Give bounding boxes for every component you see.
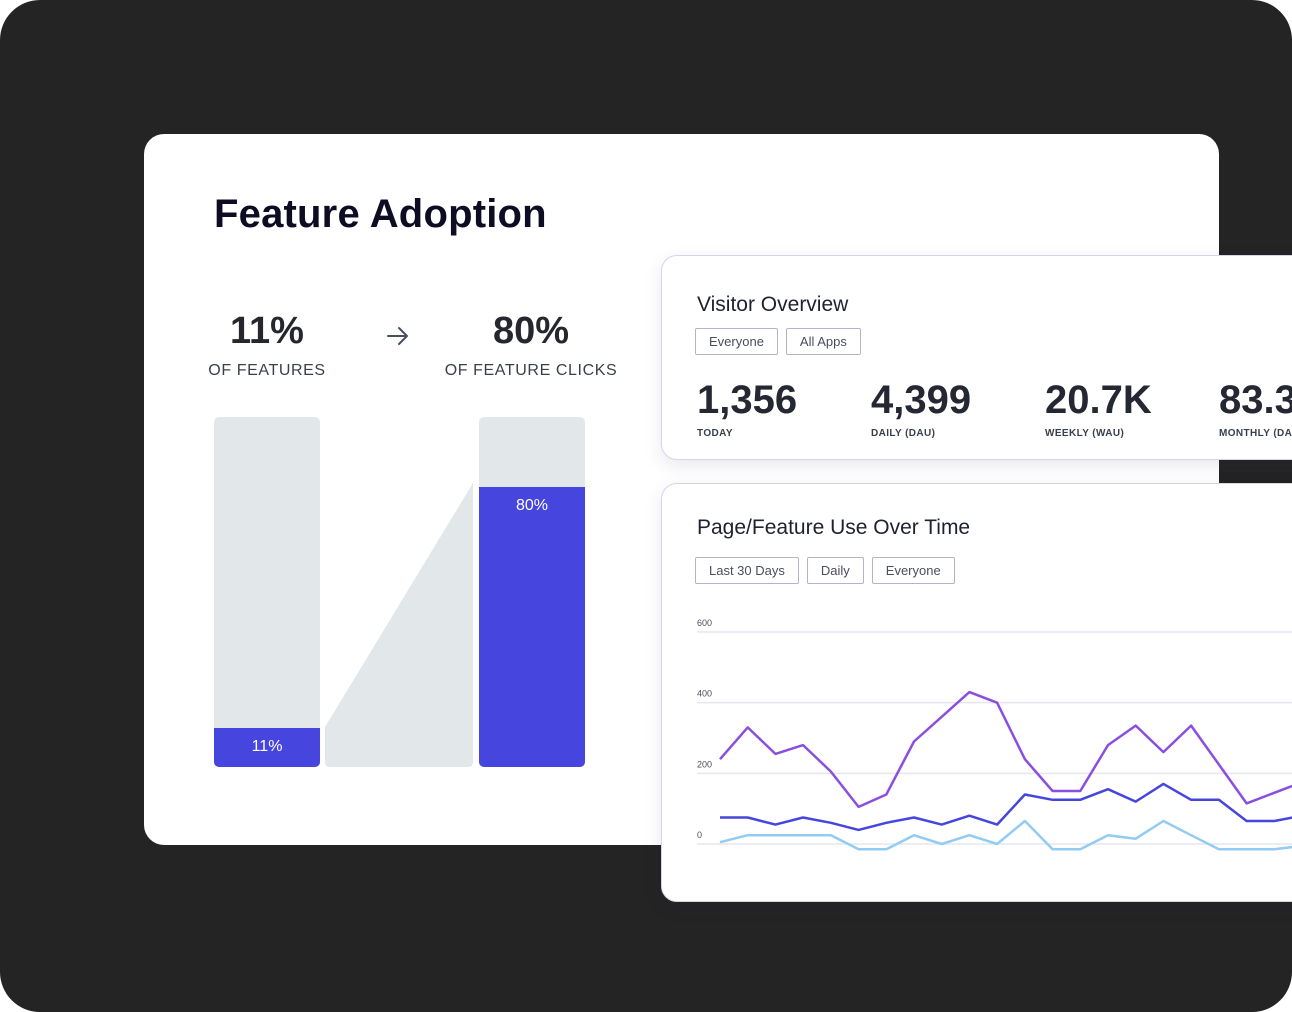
y-tick-label: 600 (697, 618, 712, 628)
features-bar-track: 11% (214, 417, 320, 767)
metric-dau-label: DAILY (DAU) (871, 428, 936, 439)
y-tick-label: 200 (697, 759, 712, 769)
filter-everyone[interactable]: Everyone (695, 328, 778, 355)
page-feature-use-filters: Last 30 Days Daily Everyone (695, 557, 955, 584)
features-bar-fill: 11% (214, 728, 320, 767)
feature-clicks-bar-label: 80% (515, 497, 549, 514)
feature-clicks-bar-track: 80% (479, 417, 585, 767)
metric-mau-value: 83.3 (1219, 378, 1292, 422)
filter-daily[interactable]: Daily (806, 557, 864, 584)
visitor-overview-filters: Everyone All Apps (695, 328, 861, 355)
feature-adoption-title: Feature Adoption (214, 192, 547, 236)
series-line-purple (719, 690, 1292, 809)
metric-today-value: 1,356 (697, 378, 798, 422)
features-bar-label: 11% (251, 738, 283, 755)
page-feature-use-panel: Page/Feature Use Over Time Last 30 Days … (661, 483, 1292, 902)
feature-use-line-chart: 600 400 200 0 (697, 618, 1292, 851)
y-tick-label: 0 (697, 830, 702, 840)
page-feature-use-title: Page/Feature Use Over Time (697, 516, 971, 539)
metric-dau: 4,399 DAILY (DAU) (871, 380, 971, 439)
visitor-overview-panel: Visitor Overview Everyone All Apps 1,356… (661, 255, 1292, 460)
visitor-overview-title: Visitor Overview (697, 293, 849, 316)
feature-clicks-percent-label: OF FEATURE CLICKS (444, 362, 618, 379)
features-percent-value: 11% (230, 310, 304, 352)
metric-today-label: TODAY (697, 428, 733, 439)
filter-last-30-days[interactable]: Last 30 Days (695, 557, 799, 584)
metric-wau-label: WEEKLY (WAU) (1045, 428, 1125, 439)
metric-today: 1,356 TODAY (697, 380, 797, 439)
metric-mau: 83.3 MONTHLY (DAU (1219, 380, 1292, 439)
feature-clicks-percent-value: 80% (492, 310, 570, 352)
y-tick-label: 400 (697, 689, 712, 699)
metric-wau-value: 20.7K (1045, 378, 1152, 422)
feature-clicks-bar-fill: 80% (479, 487, 585, 767)
adoption-connector-shape (325, 483, 473, 767)
series-line-indigo (720, 782, 1292, 832)
metric-dau-value: 4,399 (871, 378, 972, 422)
features-percent-label: OF FEATURES (208, 362, 326, 379)
metric-mau-label: MONTHLY (DAU (1219, 428, 1292, 439)
filter-everyone-2[interactable]: Everyone (871, 557, 955, 584)
metric-wau: 20.7K WEEKLY (WAU) (1045, 380, 1152, 439)
series-line-light-blue (719, 819, 1292, 851)
filter-all-apps[interactable]: All Apps (785, 328, 861, 355)
arrow-right-icon (387, 327, 408, 345)
